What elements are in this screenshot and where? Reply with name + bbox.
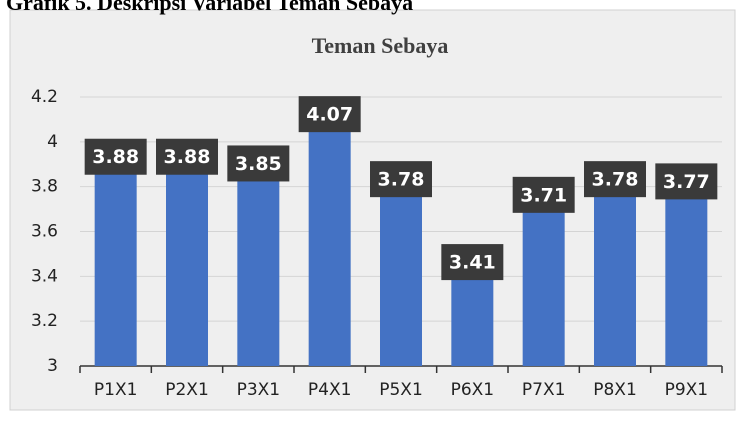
y-tick-label: 4 xyxy=(47,132,58,152)
bar xyxy=(665,193,708,366)
x-tick-label: P2X1 xyxy=(165,380,209,400)
value-label-box xyxy=(156,138,218,175)
value-label-box xyxy=(655,163,718,200)
x-tick-label: P5X1 xyxy=(379,380,423,400)
y-tick-label: 3 xyxy=(47,356,58,376)
value-label: 3.71 xyxy=(520,184,567,206)
x-tick-label: P1X1 xyxy=(94,380,138,400)
y-tick-label: 3.6 xyxy=(31,222,58,242)
x-tick-label: P8X1 xyxy=(593,380,637,400)
chart-title: Teman Sebaya xyxy=(312,33,449,58)
bar xyxy=(451,274,494,366)
y-tick-label: 3.8 xyxy=(31,177,58,197)
value-label-box xyxy=(84,138,147,175)
x-tick-label: P4X1 xyxy=(308,380,352,400)
value-label: 4.07 xyxy=(306,104,353,126)
bar xyxy=(166,168,208,366)
bar xyxy=(594,191,636,366)
value-label: 3.85 xyxy=(235,153,282,175)
value-label-box xyxy=(512,176,575,213)
y-tick-label: 3.2 xyxy=(31,311,58,331)
value-label: 3.88 xyxy=(92,146,139,168)
heading: Grafik 5. Deskripsi Variabel Teman Sebay… xyxy=(6,0,413,15)
x-tick-label: P3X1 xyxy=(237,380,281,400)
bar xyxy=(237,175,280,366)
bar xyxy=(94,168,137,366)
value-label-box xyxy=(370,161,432,198)
x-tick-label: P9X1 xyxy=(665,380,709,400)
value-label-box xyxy=(227,145,290,182)
bar xyxy=(522,206,565,366)
value-label-box xyxy=(298,96,361,133)
y-tick-label: 3.4 xyxy=(31,266,58,286)
value-label-box xyxy=(584,161,646,198)
value-label: 3.41 xyxy=(449,252,496,274)
x-tick-label: P6X1 xyxy=(451,380,495,400)
value-label: 3.88 xyxy=(164,146,211,168)
value-label: 3.78 xyxy=(378,169,425,191)
value-label-box xyxy=(441,244,504,281)
x-tick-label: P7X1 xyxy=(522,380,566,400)
bar xyxy=(308,126,351,367)
y-tick-label: 4.2 xyxy=(31,87,58,107)
value-label: 3.78 xyxy=(592,169,639,191)
bar xyxy=(380,191,422,366)
value-label: 3.77 xyxy=(663,171,710,193)
